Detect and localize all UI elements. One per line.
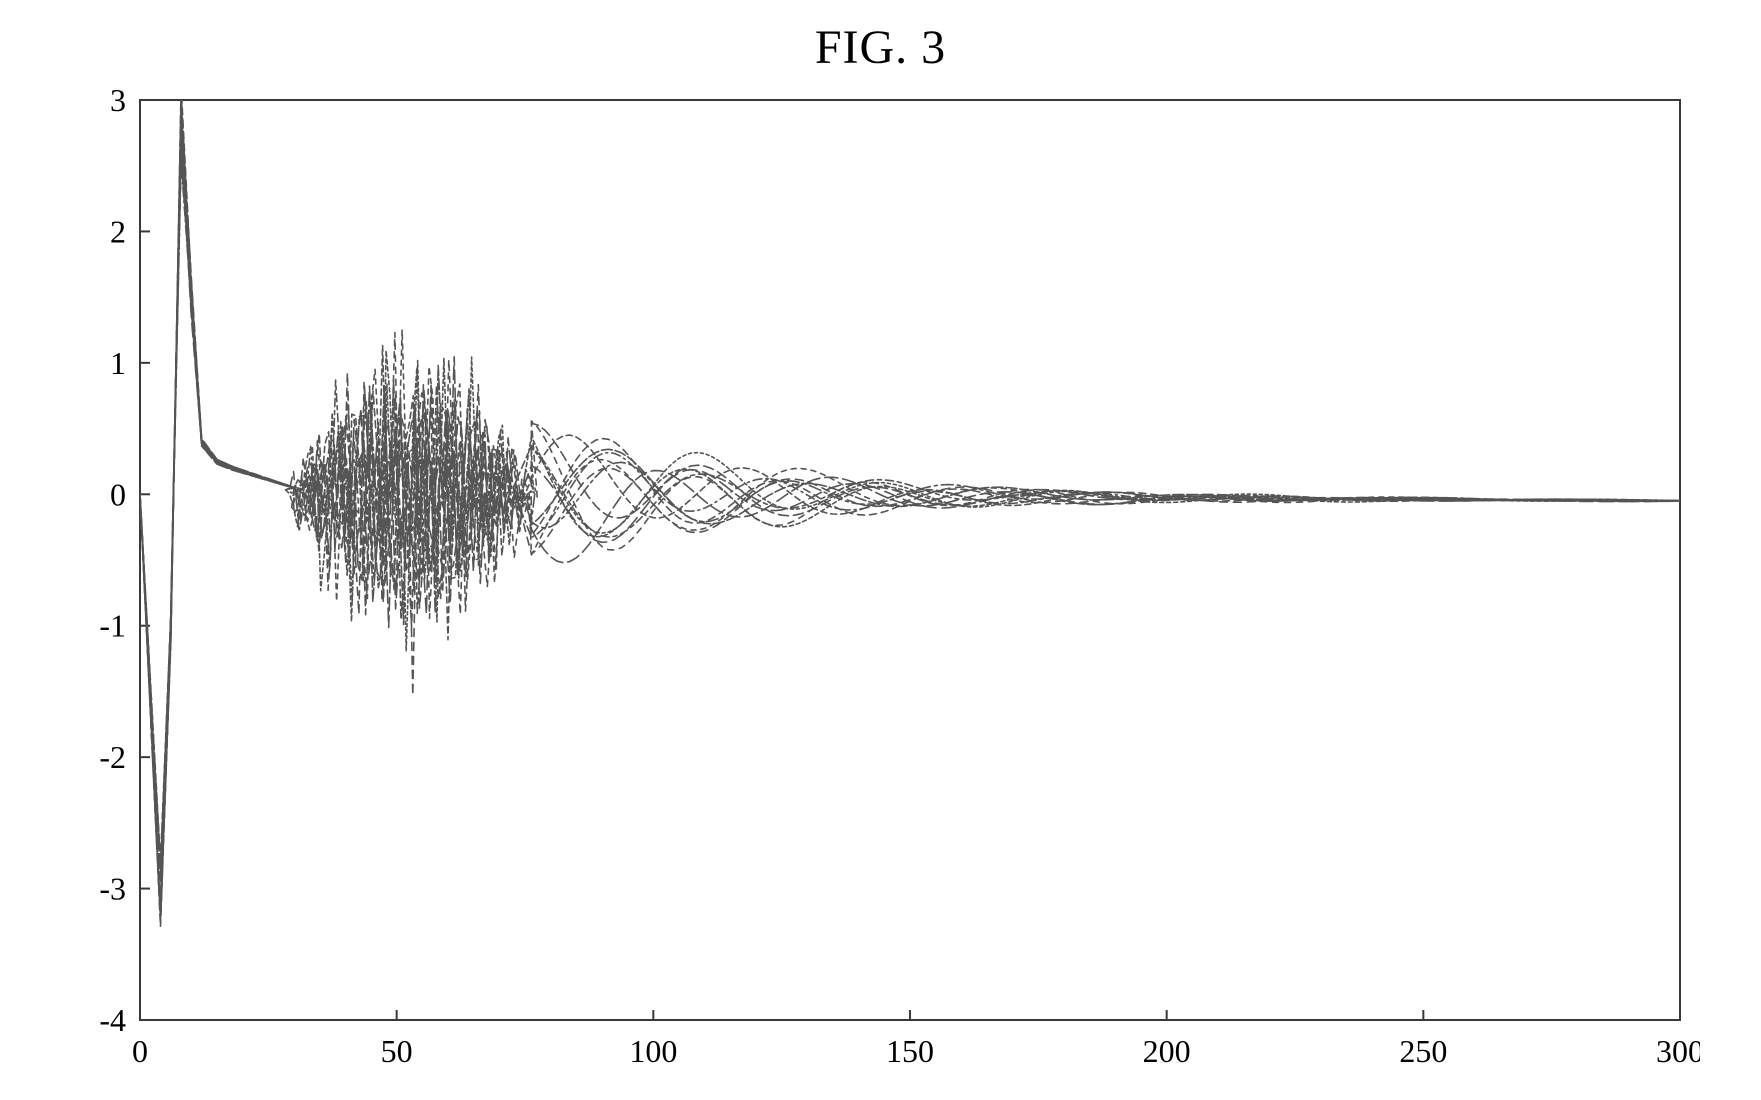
y-tick-label: -1 <box>99 608 126 644</box>
line-chart: 0 50 100 150 200 250 300 -4 -3 -2 -1 0 1 2 3 <box>60 90 1700 1090</box>
y-tick-label: 2 <box>110 213 126 249</box>
y-tick-label: -4 <box>99 1002 126 1038</box>
x-tick-label: 0 <box>132 1033 148 1069</box>
x-tick-label: 50 <box>381 1033 413 1069</box>
y-tick-label: 0 <box>110 476 126 512</box>
y-tick-label: 1 <box>110 345 126 381</box>
chart-container: 0 50 100 150 200 250 300 -4 -3 -2 -1 0 1 2 3 <box>60 90 1700 1090</box>
series-line <box>140 97 1680 922</box>
x-tick-label: 300 <box>1656 1033 1700 1069</box>
x-tick-label: 200 <box>1143 1033 1191 1069</box>
y-tick-label: -3 <box>99 871 126 907</box>
x-tick-label: 150 <box>886 1033 934 1069</box>
x-tick-label: 250 <box>1399 1033 1447 1069</box>
y-tick-label: 3 <box>110 90 126 118</box>
y-tick-label: -2 <box>99 739 126 775</box>
figure-title: FIG. 3 <box>0 20 1761 75</box>
x-tick-label: 100 <box>629 1033 677 1069</box>
